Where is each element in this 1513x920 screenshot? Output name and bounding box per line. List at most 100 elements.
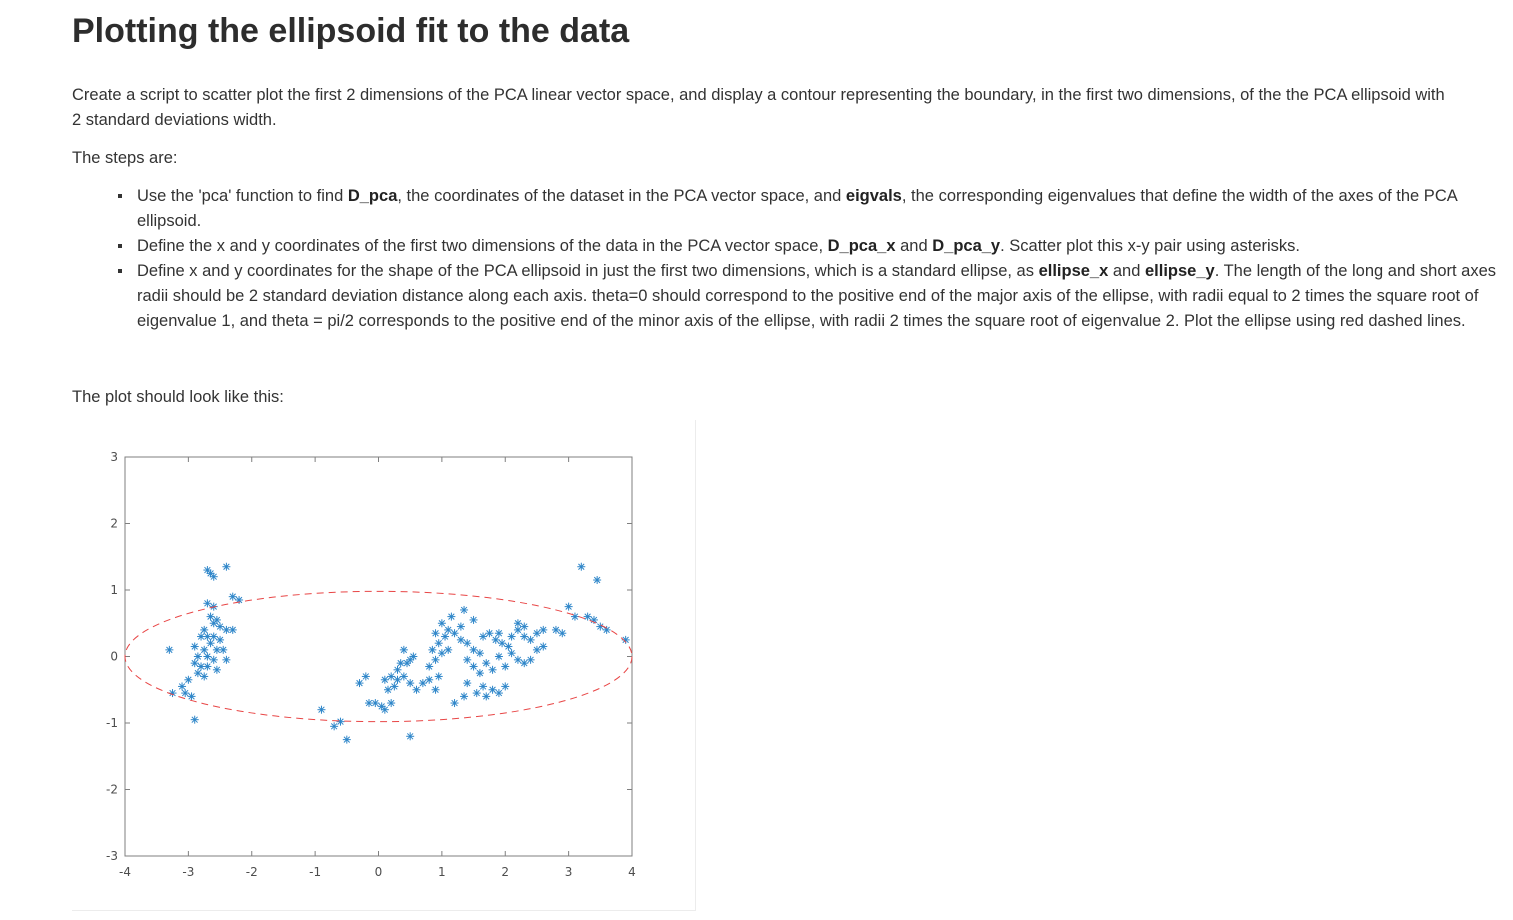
x-tick-label: -4 [119, 865, 131, 879]
data-point-asterisk [507, 649, 516, 658]
data-point-asterisk [203, 662, 212, 671]
data-point-asterisk [406, 679, 415, 688]
x-tick-label: -3 [182, 865, 194, 879]
step-item: Use the 'pca' function to find D_pca, th… [118, 184, 1497, 234]
axis-ticks [124, 456, 633, 857]
step-text: , the corresponding eigenvalues that def… [137, 187, 1457, 230]
data-point-asterisk [228, 592, 237, 601]
data-point-asterisk [193, 669, 202, 678]
data-point-asterisk [380, 705, 389, 714]
step-text: and [1108, 262, 1145, 280]
data-point-asterisk [488, 665, 497, 674]
step-keyword: ellipse_x [1038, 262, 1109, 280]
y-tick-label: 1 [110, 583, 118, 597]
data-point-asterisk [212, 665, 221, 674]
data-point-asterisk [393, 675, 402, 684]
data-point-asterisk [181, 689, 190, 698]
data-point-asterisk [513, 625, 522, 634]
data-point-asterisk [520, 632, 529, 641]
x-tick-label: 0 [375, 865, 383, 879]
data-point-asterisk [570, 612, 579, 621]
data-point-asterisk [463, 639, 472, 648]
data-point-asterisk [228, 625, 237, 634]
data-point-asterisk [209, 572, 218, 581]
step-text: Use the 'pca' function to find [137, 187, 348, 205]
data-point-asterisk [203, 652, 212, 661]
data-point-asterisk [444, 625, 453, 634]
data-point-asterisk [469, 615, 478, 624]
data-point-asterisk [482, 659, 491, 668]
data-point-asterisk [361, 672, 370, 681]
data-point-asterisk [206, 612, 215, 621]
data-point-asterisk [498, 639, 507, 648]
steps-list: Use the 'pca' function to find D_pca, th… [112, 184, 1497, 334]
data-point-asterisk [494, 629, 503, 638]
data-point-asterisk [469, 662, 478, 671]
data-point-asterisk [501, 682, 510, 691]
data-point-asterisk [513, 619, 522, 628]
data-point-asterisk [539, 625, 548, 634]
data-point-asterisk [184, 675, 193, 684]
step-item: Define x and y coordinates for the shape… [118, 259, 1497, 334]
data-point-asterisk [380, 675, 389, 684]
data-point-asterisk [602, 625, 611, 634]
data-point-asterisk [532, 629, 541, 638]
data-point-asterisk [488, 685, 497, 694]
step-text: . The length of the long and short axes … [137, 262, 1497, 330]
data-point-asterisk [190, 715, 199, 724]
data-point-asterisk [504, 642, 513, 651]
data-point-asterisk [425, 662, 434, 671]
data-point-asterisk [434, 639, 443, 648]
data-point-asterisk [222, 562, 231, 571]
x-tick-label: 4 [628, 865, 636, 879]
data-point-asterisk [450, 629, 459, 638]
data-point-asterisk [428, 645, 437, 654]
step-text: , the coordinates of the dataset in the … [397, 187, 846, 205]
data-point-asterisk [434, 672, 443, 681]
data-point-asterisk [390, 682, 399, 691]
step-keyword: eigvals [845, 187, 902, 205]
data-point-asterisk [387, 672, 396, 681]
intro-paragraph: Create a script to scatter plot the firs… [72, 86, 1445, 129]
step-item: Define the x and y coordinates of the fi… [118, 234, 1497, 259]
data-point-asterisk [330, 722, 339, 731]
data-point-asterisk [216, 635, 225, 644]
data-point-asterisk [472, 689, 481, 698]
data-point-asterisk [206, 639, 215, 648]
data-point-asterisk [178, 682, 187, 691]
data-point-asterisk [355, 679, 364, 688]
data-point-asterisk [564, 602, 573, 611]
data-point-asterisk [412, 685, 421, 694]
data-point-asterisk [475, 669, 484, 678]
data-point-asterisk [463, 679, 472, 688]
data-point-asterisk [200, 625, 209, 634]
steps-label: The steps are: [72, 149, 178, 167]
data-point-asterisk [469, 645, 478, 654]
data-point-asterisk [577, 562, 586, 571]
data-point-asterisk [501, 662, 510, 671]
step-text: Define x and y coordinates for the shape… [137, 262, 1039, 280]
data-point-asterisk [384, 685, 393, 694]
y-tick-labels: 3 2 1 0 -1 -2 -3 [106, 450, 118, 863]
x-tick-label: -1 [309, 865, 321, 879]
data-point-asterisk [399, 672, 408, 681]
x-tick-label: 2 [501, 865, 509, 879]
plot-figure: -4 -3 -2 -1 0 1 2 3 4 3 2 1 0 -1 -2 -3 [72, 420, 696, 911]
data-point-asterisk [393, 665, 402, 674]
data-point-asterisk [437, 649, 446, 658]
data-point-asterisk [526, 635, 535, 644]
data-point-asterisk [526, 655, 535, 664]
data-point-asterisk [593, 576, 602, 585]
data-point-asterisk [456, 622, 465, 631]
step-keyword: D_pca [347, 187, 398, 205]
y-tick-label: 3 [110, 450, 118, 464]
data-point-asterisk [203, 599, 212, 608]
data-point-asterisk [431, 655, 440, 664]
data-point-asterisk [431, 685, 440, 694]
data-point-asterisk [539, 642, 548, 651]
data-point-asterisk [409, 652, 418, 661]
data-point-asterisk [203, 632, 212, 641]
data-point-asterisk [200, 645, 209, 654]
data-point-asterisk [371, 699, 380, 708]
